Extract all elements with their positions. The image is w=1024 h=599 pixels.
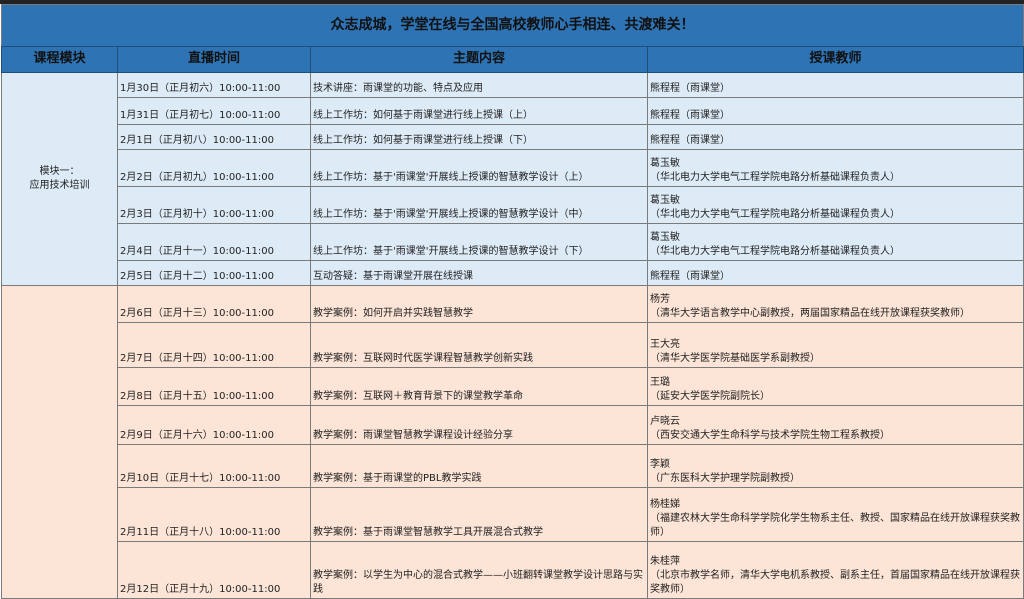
teacher-cell: 熊程程（雨课堂） (647, 124, 1024, 150)
time-cell: 2月9日（正月十六）10:00-11:00 (117, 405, 311, 445)
teacher-cell: 葛玉敏 （华北电力大学电气工程学院电路分析基础课程负责人） (647, 149, 1024, 187)
module-2-cell (1, 285, 118, 599)
time-cell: 2月7日（正月十四）10:00-11:00 (117, 322, 311, 368)
table-row: 2月11日（正月十八）10:00-11:00 教学案例：基于雨课堂智慧教学工具开展… (2, 487, 1024, 542)
table-row: 2月5日（正月十二）10:00-11:00 互动答疑：基于雨课堂开展在线授课 熊程程… (2, 260, 1024, 286)
table-row: 2月2日（正月初九）10:00-11:00 线上工作坊：基于'雨课堂'开展线上授课… (2, 149, 1024, 187)
topic-cell: 线上工作坊：基于'雨课堂'开展线上授课的智慧教学设计（下） (310, 223, 648, 261)
time-cell: 2月2日（正月初九）10:00-11:00 (117, 149, 311, 187)
time-cell: 2月1日（正月初八）10:00-11:00 (117, 124, 311, 150)
topic-cell: 技术讲座：雨课堂的功能、特点及应用 (310, 72, 648, 98)
table-row: 2月8日（正月十五）10:00-11:00 教学案例：互联网＋教育背景下的课堂教学… (2, 367, 1024, 406)
table-row: 2月3日（正月初十）10:00-11:00 线上工作坊：基于'雨课堂'开展线上授课… (2, 186, 1024, 224)
time-cell: 2月3日（正月初十）10:00-11:00 (117, 186, 311, 224)
teacher-cell: 熊程程（雨课堂） (647, 97, 1024, 125)
header-module: 课程模块 (1, 46, 118, 73)
topic-cell: 教学案例：互联网＋教育背景下的课堂教学革命 (310, 367, 648, 406)
sheet-title: 众志成城，学堂在线与全国高校教师心手相连、共渡难关！ (1, 4, 1024, 47)
topic-cell: 教学案例：互联网时代医学课程智慧教学创新实践 (310, 322, 648, 368)
topic-cell: 教学案例：基于雨课堂智慧教学工具开展混合式教学 (310, 487, 648, 542)
header-topic: 主题内容 (310, 46, 648, 73)
time-cell: 2月8日（正月十五）10:00-11:00 (117, 367, 311, 406)
time-cell: 1月30日（正月初六）10:00-11:00 (117, 72, 311, 98)
header-time: 直播时间 (117, 46, 311, 73)
teacher-cell: 葛玉敏 （华北电力大学电气工程学院电路分析基础课程负责人） (647, 186, 1024, 224)
teacher-cell: 王璐 （延安大学医学院副院长） (647, 367, 1024, 406)
time-cell: 2月4日（正月十一）10:00-11:00 (117, 223, 311, 261)
topic-cell: 教学案例：雨课堂智慧教学课程设计经验分享 (310, 405, 648, 445)
teacher-cell: 熊程程（雨课堂） (647, 260, 1024, 286)
topic-cell: 教学案例：以学生为中心的混合式教学——小班翻转课堂教学设计思路与实践 (310, 541, 648, 599)
time-cell: 2月12日（正月十九）10:00-11:00 (117, 541, 311, 599)
time-cell: 2月10日（正月十七）10:00-11:00 (117, 444, 311, 488)
table-row: 1月31日（正月初七）10:00-11:00 线上工作坊：如何基于雨课堂进行线上授… (2, 97, 1024, 125)
teacher-cell: 熊程程（雨课堂） (647, 72, 1024, 98)
header-row: 课程模块 直播时间 主题内容 授课教师 (1, 46, 1024, 73)
table-row: 2月7日（正月十四）10:00-11:00 教学案例：互联网时代医学课程智慧教学创… (2, 322, 1024, 368)
teacher-cell: 王大亮 （清华大学医学院基础医学系副教授） (647, 322, 1024, 368)
teacher-cell: 杨芳 （清华大学语言教学中心副教授，两届国家精品在线开放课程获奖教师） (647, 285, 1024, 323)
table-row: 2月9日（正月十六）10:00-11:00 教学案例：雨课堂智慧教学课程设计经验分… (2, 405, 1024, 445)
time-cell: 2月6日（正月十三）10:00-11:00 (117, 285, 311, 323)
schedule-table: 众志成城，学堂在线与全国高校教师心手相连、共渡难关！ 课程模块 直播时间 主题内… (1, 4, 1024, 599)
topic-cell: 教学案例：如何开启并实践智慧教学 (310, 285, 648, 323)
table-row: 2月1日（正月初八）10:00-11:00 线上工作坊：如何基于雨课堂进行线上授课… (2, 124, 1024, 150)
topic-cell: 线上工作坊：如何基于雨课堂进行线上授课（上） (310, 97, 648, 125)
table-row: 2月6日（正月十三）10:00-11:00 教学案例：如何开启并实践智慧教学 杨芳 … (1, 285, 1024, 599)
table-row: 2月10日（正月十七）10:00-11:00 教学案例：基于雨课堂的PBL教学实践… (2, 444, 1024, 488)
teacher-cell: 葛玉敏 （华北电力大学电气工程学院电路分析基础课程负责人） (647, 223, 1024, 261)
topic-cell: 线上工作坊：基于'雨课堂'开展线上授课的智慧教学设计（上） (310, 149, 648, 187)
topic-cell: 互动答疑：基于雨课堂开展在线授课 (310, 260, 648, 286)
time-cell: 2月5日（正月十二）10:00-11:00 (117, 260, 311, 286)
topic-cell: 教学案例：基于雨课堂的PBL教学实践 (310, 444, 648, 488)
table-row: 2月4日（正月十一）10:00-11:00 线上工作坊：基于'雨课堂'开展线上授课… (2, 223, 1024, 261)
table-row: 模块一： 应用技术培训 1月30日（正月初六）10:00-11:00 技术讲座：雨课… (1, 72, 1024, 286)
module-1-cell: 模块一： 应用技术培训 (1, 72, 118, 286)
teacher-cell: 朱桂萍 （北京市教学名师，清华大学电机系教授、副系主任，首届国家精品在线开放课程… (647, 541, 1024, 599)
teacher-cell: 李颖 （广东医科大学护理学院副教授） (647, 444, 1024, 488)
time-cell: 1月31日（正月初七）10:00-11:00 (117, 97, 311, 125)
time-cell: 2月11日（正月十八）10:00-11:00 (117, 487, 311, 542)
header-teacher: 授课教师 (647, 46, 1024, 73)
table-row: 2月12日（正月十九）10:00-11:00 教学案例：以学生为中心的混合式教学—… (2, 541, 1024, 599)
teacher-cell: 卢晓云 （西安交通大学生命科学与技术学院生物工程系教授） (647, 405, 1024, 445)
topic-cell: 线上工作坊：如何基于雨课堂进行线上授课（下） (310, 124, 648, 150)
topic-cell: 线上工作坊：基于'雨课堂'开展线上授课的智慧教学设计（中） (310, 186, 648, 224)
teacher-cell: 杨桂娣 （福建农林大学生命科学学院化学生物系主任、教授、国家精品在线开放课程获奖… (647, 487, 1024, 542)
